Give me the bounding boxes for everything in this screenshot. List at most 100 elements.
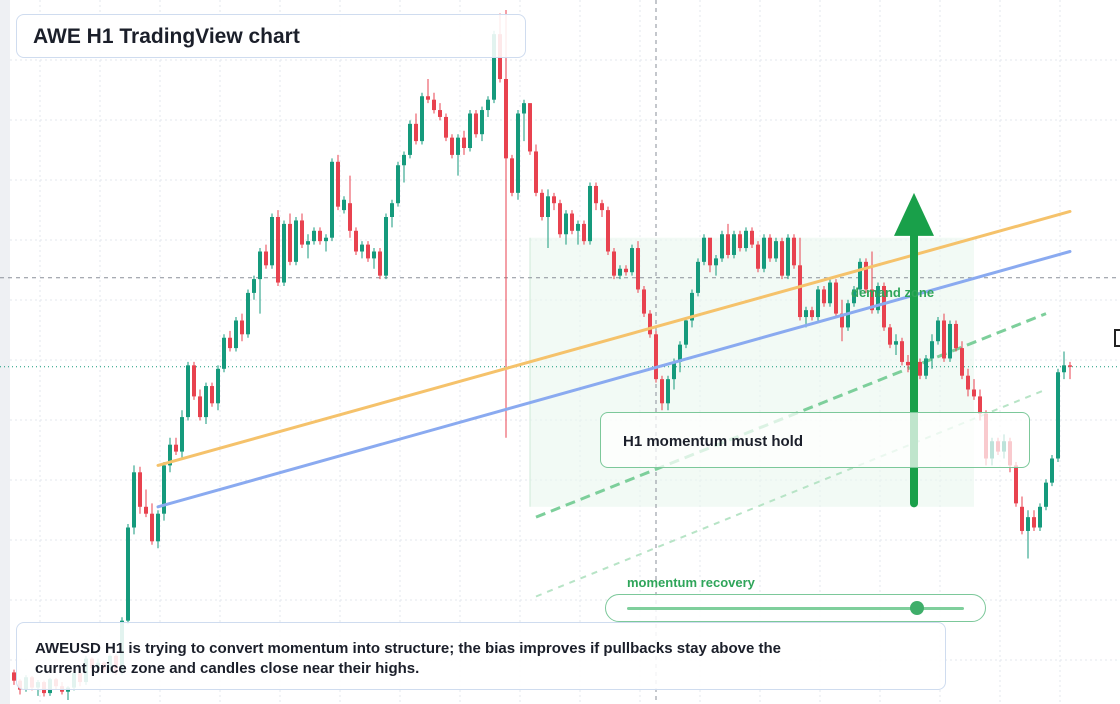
candle: [354, 227, 358, 255]
candle: [954, 320, 958, 352]
candle: [270, 213, 274, 269]
candle-body: [714, 258, 718, 266]
candle: [1062, 351, 1066, 380]
candle: [294, 217, 298, 266]
candle: [468, 110, 472, 152]
candle-body: [696, 261, 700, 293]
candle: [894, 334, 898, 355]
candle-body: [420, 96, 424, 142]
candle: [192, 361, 196, 400]
momentum-recovery-knob[interactable]: [909, 601, 924, 615]
candle: [864, 258, 868, 293]
candle: [606, 206, 610, 255]
candle-body: [438, 110, 442, 117]
candle: [390, 199, 394, 228]
candle-body: [1050, 458, 1054, 483]
candle-body: [204, 386, 208, 418]
candle-body: [426, 96, 430, 100]
candle-body: [492, 34, 496, 100]
candle-body: [678, 344, 682, 362]
candle-body: [510, 158, 514, 193]
left-scale-strip: [0, 0, 10, 704]
candle: [552, 192, 556, 211]
momentum-recovery-meter[interactable]: [605, 594, 986, 622]
candle: [150, 503, 154, 545]
candle: [240, 313, 244, 342]
candle-body: [468, 113, 472, 148]
candle: [1038, 503, 1042, 531]
candle-body: [618, 268, 622, 276]
candle: [774, 237, 778, 262]
candle-body: [834, 282, 838, 314]
title-panel: AWE H1 TradingView chart: [16, 14, 526, 58]
candle-body: [564, 213, 568, 235]
candle: [798, 237, 802, 321]
candle: [318, 227, 322, 245]
candle-body: [246, 292, 250, 335]
candle: [762, 234, 766, 273]
candle: [918, 358, 922, 380]
candle-body: [282, 223, 286, 283]
candle-body: [12, 672, 16, 681]
candle-body: [258, 251, 262, 280]
momentum-hold-callout: H1 momentum must hold: [600, 412, 1030, 468]
candle: [312, 227, 316, 245]
candle: [510, 154, 514, 197]
candle: [1044, 479, 1048, 511]
candle-body: [828, 282, 832, 304]
candle-body: [414, 123, 418, 142]
candle-body: [756, 244, 760, 269]
candle-body: [816, 289, 820, 318]
candle-body: [1014, 465, 1018, 504]
candle-body: [408, 123, 412, 155]
candle: [708, 237, 712, 273]
candle-body: [324, 237, 328, 242]
candles: [12, 10, 1072, 700]
candle-body: [126, 527, 130, 621]
candle-body: [348, 203, 352, 231]
candle: [924, 355, 928, 380]
candle-body: [972, 389, 976, 397]
candle-body: [474, 113, 478, 135]
candle: [516, 110, 520, 200]
candle: [846, 299, 850, 331]
candle: [618, 265, 622, 280]
candle: [228, 330, 232, 352]
candle-body: [852, 289, 856, 304]
candle: [222, 334, 226, 373]
candle-body: [672, 361, 676, 380]
momentum-recovery-track: [627, 607, 964, 610]
candle: [726, 223, 730, 259]
candle: [684, 317, 688, 349]
candle: [870, 251, 874, 314]
candle-body: [792, 237, 796, 266]
candle: [738, 230, 742, 252]
candle: [792, 234, 796, 269]
candle: [678, 341, 682, 373]
candle: [732, 230, 736, 259]
candle-body: [750, 230, 754, 245]
candle: [1032, 510, 1036, 531]
candle-body: [942, 320, 946, 359]
candle-body: [180, 417, 184, 452]
candle-body: [876, 286, 880, 311]
candle-body: [234, 320, 238, 349]
candle-body: [762, 237, 766, 269]
candle-body: [900, 341, 904, 362]
candle: [654, 330, 658, 383]
candle: [1068, 361, 1072, 380]
candle: [132, 465, 136, 535]
candle-body: [804, 310, 808, 318]
candle: [246, 289, 250, 338]
candle-body: [930, 341, 934, 359]
candle-body: [624, 268, 628, 273]
candle: [882, 282, 886, 331]
candle: [180, 410, 184, 459]
candle: [432, 92, 436, 114]
candle-body: [1044, 482, 1048, 507]
candle: [972, 379, 976, 400]
candle-body: [708, 237, 712, 266]
momentum-hold-label: H1 momentum must hold: [623, 433, 804, 450]
candle: [780, 237, 784, 280]
candle-body: [630, 248, 634, 273]
